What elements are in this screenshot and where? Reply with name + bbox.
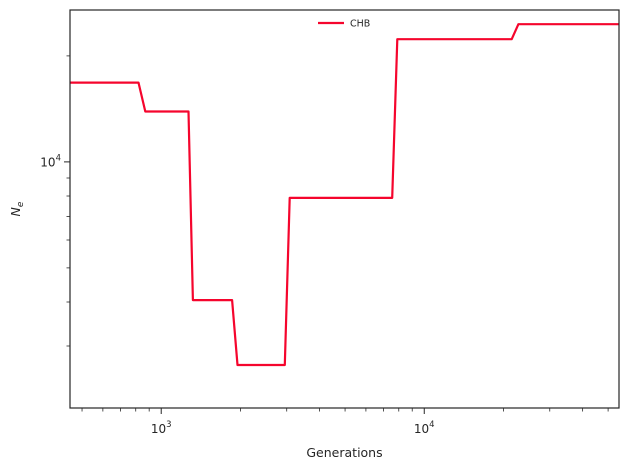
- x-tick-label: 104: [414, 420, 435, 436]
- legend-label-chb: CHB: [350, 19, 370, 30]
- plot-frame: [69, 9, 620, 409]
- y-tick-label: 104: [40, 153, 61, 169]
- y-axis-label: Ne: [8, 201, 26, 216]
- y-axis-label-subscript: e: [16, 201, 26, 207]
- x-axis-label: Generations: [306, 445, 382, 460]
- series-line-chb: [70, 23, 619, 367]
- legend: CHB: [318, 19, 370, 30]
- x-tick-label: 103: [151, 420, 172, 436]
- y-axis-label-base: N: [8, 206, 23, 216]
